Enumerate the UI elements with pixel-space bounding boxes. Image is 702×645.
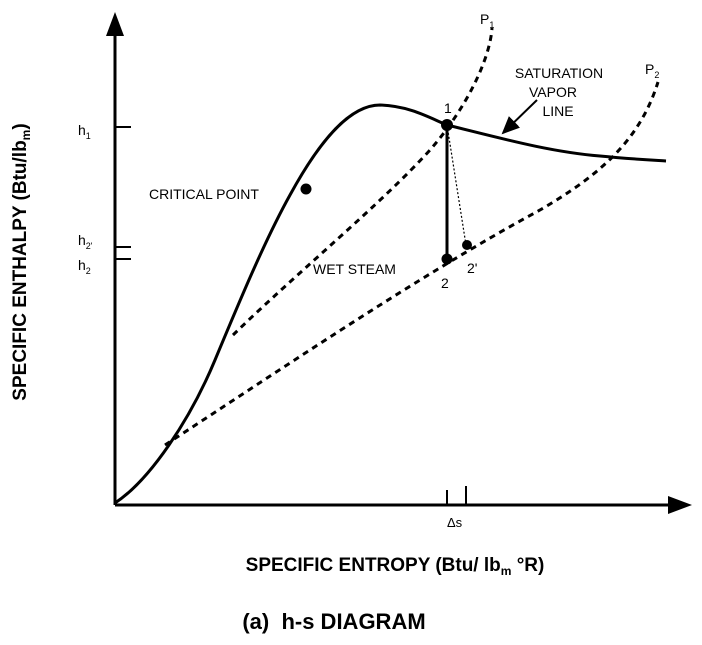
label-p1: P1 xyxy=(480,11,494,30)
label-h2p: h2' xyxy=(78,232,93,251)
label-critical-point: CRITICAL POINT xyxy=(149,186,259,202)
label-point-1: 1 xyxy=(444,100,452,116)
label-h1: h1 xyxy=(78,122,91,141)
y-axis-title: SPECIFIC ENTHALPY (Btu/lbm) xyxy=(10,123,33,400)
label-saturation-1: SATURATION xyxy=(515,65,603,81)
y-axis-arrow-icon xyxy=(106,12,124,36)
x-axis-title: SPECIFIC ENTROPY (Btu/ lbm °R) xyxy=(246,555,545,578)
point-2p-marker xyxy=(462,240,472,250)
x-axis-arrow-icon xyxy=(668,496,692,514)
label-point-2p: 2' xyxy=(467,260,477,276)
label-saturation-2: VAPOR xyxy=(529,84,577,100)
saturation-pointer-arrow xyxy=(501,99,538,135)
label-h2: h2 xyxy=(78,257,91,276)
diagram-caption: (a) h-s DIAGRAM xyxy=(242,609,425,634)
label-delta-s: Δs xyxy=(447,515,463,530)
label-wet-steam: WET STEAM xyxy=(313,261,396,277)
p2-isobar xyxy=(164,81,660,447)
label-saturation-3: LINE xyxy=(542,103,573,119)
point-1-marker xyxy=(441,119,453,131)
process-line-1-2p xyxy=(446,124,467,246)
label-point-2: 2 xyxy=(441,275,449,291)
label-p2: P2 xyxy=(645,61,659,80)
p1-isobar xyxy=(231,27,494,337)
critical-point-marker xyxy=(300,183,312,195)
saturation-curve xyxy=(114,103,667,505)
point-2-marker xyxy=(441,253,453,265)
